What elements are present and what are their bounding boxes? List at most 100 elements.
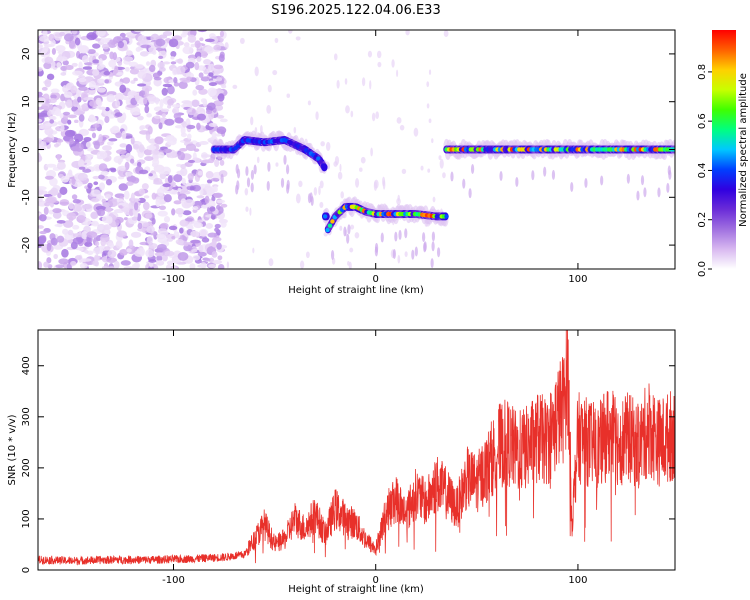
noise-blob <box>361 77 366 87</box>
noise-blob <box>307 100 311 106</box>
noise-blob <box>427 168 431 173</box>
noise-blob <box>100 170 109 176</box>
noise-blob <box>173 77 178 84</box>
noise-blob <box>44 78 52 88</box>
noise-blob <box>181 100 192 104</box>
noise-blob <box>87 182 93 189</box>
noise-blob <box>189 263 196 269</box>
noise-blob <box>73 133 84 143</box>
noise-blob <box>164 118 175 126</box>
noise-blob <box>97 87 106 93</box>
noise-blob <box>232 84 238 89</box>
noise-blob <box>134 249 145 257</box>
noise-blob <box>60 72 67 76</box>
noise-blob <box>92 175 100 180</box>
noise-blob <box>315 111 319 121</box>
snr-panel: -100 0 100 0 100 200 300 400 Height of straight… <box>7 329 676 595</box>
noise-blob <box>367 50 373 58</box>
y-tick-label: 100 <box>21 509 32 528</box>
noise-blob <box>66 212 77 221</box>
noise-blob <box>207 232 218 238</box>
noise-blob <box>401 168 407 175</box>
noise-blob <box>125 143 133 153</box>
noise-blob <box>158 169 164 175</box>
noise-blob <box>107 266 115 269</box>
noise-blob <box>95 38 102 42</box>
signal-streak <box>253 164 257 175</box>
colorbar-label: Normalized spectral amplitude <box>738 73 749 227</box>
noise-blob <box>46 196 57 203</box>
noise-blob <box>161 87 168 96</box>
noise-blob <box>399 124 405 131</box>
noise-blob <box>182 121 187 128</box>
noise-blob <box>216 242 222 250</box>
noise-blob <box>216 114 225 119</box>
noise-blob <box>426 81 430 88</box>
signal-streak <box>543 166 547 177</box>
noise-blob <box>53 143 60 148</box>
signal-streak <box>570 181 574 192</box>
noise-blob <box>167 104 172 109</box>
noise-blob <box>192 206 199 211</box>
noise-blob <box>183 42 190 48</box>
noise-blob <box>162 183 171 188</box>
noise-blob <box>204 46 214 54</box>
noise-blob <box>38 97 46 105</box>
noise-blob <box>170 50 177 58</box>
noise-blob <box>239 37 245 44</box>
noise-blob <box>293 126 297 134</box>
noise-blob <box>96 156 103 160</box>
noise-blob <box>137 161 142 168</box>
noise-blob <box>100 239 107 247</box>
noise-blob <box>118 183 128 191</box>
signal-streak <box>330 249 335 260</box>
noise-blob <box>67 229 74 236</box>
noise-blob <box>38 196 43 203</box>
noise-blob <box>99 182 106 191</box>
noise-blob <box>184 183 192 187</box>
noise-blob <box>180 163 186 170</box>
noise-blob <box>41 86 48 91</box>
noise-blob <box>173 200 182 205</box>
noise-blob <box>208 263 217 268</box>
noise-blob <box>114 216 124 224</box>
noise-blob <box>171 104 181 108</box>
signal-streak <box>266 180 270 191</box>
signal-streak <box>307 193 312 204</box>
noise-blob <box>200 51 208 59</box>
noise-blob <box>344 78 348 85</box>
signal-streak <box>245 166 249 177</box>
noise-blob <box>166 238 173 242</box>
noise-blob <box>63 33 74 42</box>
noise-blob <box>319 201 324 208</box>
noise-blob <box>154 136 164 145</box>
noise-blob <box>86 147 94 152</box>
noise-blob <box>219 30 225 38</box>
noise-blob <box>95 30 107 37</box>
noise-blob <box>139 51 149 57</box>
noise-blob <box>125 181 134 186</box>
signal-streak <box>394 231 398 242</box>
noise-blob <box>124 161 130 171</box>
signal-streak <box>431 241 435 252</box>
noise-blob <box>39 230 47 235</box>
noise-blob <box>55 45 66 52</box>
noise-blob <box>195 84 205 91</box>
noise-blob <box>76 215 86 223</box>
noise-blob <box>91 197 100 203</box>
noise-blob <box>48 115 57 121</box>
y-tick-label: 400 <box>21 356 32 375</box>
noise-blob <box>180 167 188 177</box>
noise-blob <box>196 122 201 131</box>
noise-blob <box>47 110 52 117</box>
noise-blob <box>156 255 163 262</box>
noise-blob <box>162 61 171 65</box>
noise-blob <box>159 99 164 108</box>
noise-blob <box>38 140 45 148</box>
noise-blob <box>177 151 186 161</box>
noise-blob <box>118 205 123 209</box>
noise-blob <box>333 53 338 61</box>
noise-blob <box>95 205 106 211</box>
noise-blob <box>142 96 148 105</box>
